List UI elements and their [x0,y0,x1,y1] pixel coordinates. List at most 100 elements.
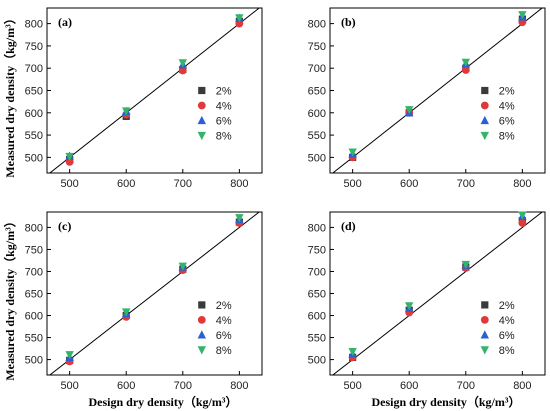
data-point [122,308,131,317]
x-axis-title-right: Design dry density（kg/m³） [372,394,521,409]
x-tick-label: 800 [230,178,248,190]
reference-line [332,212,543,375]
data-point [65,157,74,166]
legend: 2% 4% 6% 8% [480,300,515,357]
legend-marker [481,86,489,95]
panel-label: (c) [58,219,71,233]
panel-label: (d) [341,219,356,233]
data-point [235,14,244,23]
legend-marker [480,346,489,355]
legend-marker [480,330,489,339]
y-tick-label: 500 [25,355,43,367]
y-tick-label: 550 [308,130,326,142]
legend-marker [197,316,206,324]
x-tick-label: 700 [457,178,475,190]
x-tick-label: 500 [60,178,78,190]
data-point [405,106,414,115]
y-tick-label: 700 [25,266,43,278]
chart-panel: 500 600 700 800 500 550 600 650 700 750 800 (c) 2% 4%… [25,211,263,392]
x-tick-label: 800 [513,380,531,392]
legend-marker [481,301,489,309]
legend-marker [197,115,206,125]
y-tick-label: 500 [308,152,326,164]
y-tick-label: 550 [25,130,43,142]
legend-label: 2% [216,300,232,312]
y-tick-label: 650 [25,86,43,98]
data-point [518,219,527,227]
y-tick-label: 800 [25,222,43,234]
y-tick-label: 750 [308,244,326,256]
chart-panel: 500 600 700 800 500 550 600 650 700 750 800 (b) 2% 4%… [308,7,546,190]
data-point [518,11,527,20]
y-tick-label: 650 [308,289,326,301]
x-tick-label: 500 [343,178,361,190]
y-tick-label: 800 [308,222,326,234]
legend-label: 4% [216,315,232,327]
data-point [461,66,470,74]
y-axis-title-bottom: Measured dry density（kg/m³） [2,215,17,380]
data-point [348,348,357,357]
panel-label: (b) [341,15,356,29]
x-tick-label: 800 [230,380,248,392]
data-point [65,152,74,162]
x-tick-label: 700 [457,380,475,392]
reference-line [332,8,543,173]
x-tick-label: 500 [343,380,361,392]
legend-marker [197,131,206,141]
y-tick-label: 750 [308,41,326,53]
y-tick-label: 700 [25,63,43,75]
y-tick-label: 700 [308,63,326,75]
y-tick-label: 750 [25,41,43,53]
legend: 2% 4% 6% 8% [197,300,232,357]
chart-panel: 500 600 700 800 500 550 600 650 700 750 800 (a) 2% 4%… [25,7,263,190]
y-tick-label: 700 [308,266,326,278]
legend-label: 8% [216,131,232,143]
y-tick-label: 600 [308,108,326,120]
legend: 2% 4% 6% 8% [197,86,232,143]
data-point [178,59,187,68]
x-tick-label: 600 [117,178,135,190]
data-point [461,260,470,270]
data-point [518,211,527,220]
y-tick-label: 500 [25,152,43,164]
legend-marker [197,330,206,339]
legend-label: 6% [499,116,515,128]
reference-line [49,8,260,173]
x-tick-label: 500 [60,380,78,392]
y-tick-label: 600 [308,311,326,323]
y-tick-label: 550 [308,333,326,345]
legend-label: 8% [216,345,232,357]
y-tick-label: 600 [25,311,43,323]
data-point [348,148,357,157]
data-point [461,58,470,68]
legend-label: 6% [499,330,515,342]
data-point [235,214,244,223]
x-tick-label: 600 [400,380,418,392]
legend-label: 2% [499,86,515,98]
data-point [178,262,187,271]
chart-panel: 500 600 700 800 500 550 600 650 700 750 800 (d) 2% 4%… [308,211,546,392]
y-tick-label: 650 [25,289,43,301]
legend-label: 4% [499,101,515,113]
data-point [178,66,187,75]
y-tick-label: 550 [25,333,43,345]
y-tick-label: 650 [308,86,326,98]
y-axis-title-top: Measured dry density（kg/m³） [2,12,17,177]
x-tick-label: 800 [513,178,531,190]
legend-marker [197,346,206,355]
legend-label: 6% [216,330,232,342]
legend-label: 6% [216,116,232,128]
panel-label: (a) [58,15,72,29]
legend: 2% 4% 6% 8% [480,86,515,143]
legend-label: 4% [216,101,232,113]
legend-marker [480,115,489,125]
legend-label: 4% [499,315,515,327]
x-tick-label: 600 [117,380,135,392]
x-tick-label: 700 [174,380,192,392]
y-tick-label: 500 [308,355,326,367]
legend-marker [197,101,206,110]
legend-marker [198,301,206,309]
y-tick-label: 750 [25,244,43,256]
y-tick-label: 800 [25,19,43,31]
